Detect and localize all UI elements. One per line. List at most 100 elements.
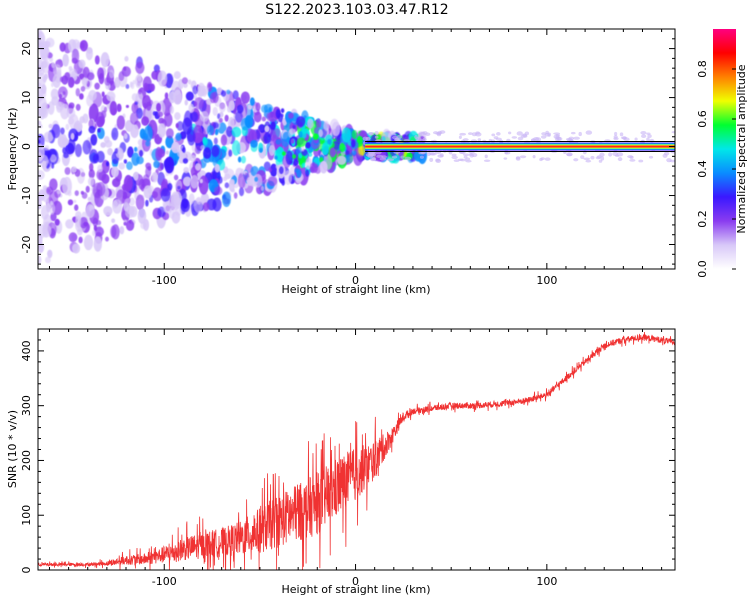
spectrogram-blob xyxy=(222,176,228,182)
spectrogram-blob xyxy=(268,144,276,156)
spectrogram-blob xyxy=(224,114,229,122)
spectrogram-blob xyxy=(129,81,133,88)
spectrogram-blob xyxy=(171,141,180,154)
spectrogram-blob xyxy=(199,111,209,122)
spectrogram-blob xyxy=(125,220,135,231)
spectrogram-blob xyxy=(629,158,636,162)
spectrogram-blob xyxy=(573,158,579,162)
spectrogram-blob xyxy=(190,166,198,178)
spectrogram-blob xyxy=(157,70,168,87)
spectrogram-blob xyxy=(125,104,130,109)
spectrogram-blob xyxy=(156,102,162,112)
spectrogram-blob xyxy=(293,159,299,167)
x-tick-label: 100 xyxy=(536,274,557,287)
spectrogram-blob xyxy=(555,137,560,142)
spectrogram-blob xyxy=(453,159,460,162)
spectrogram-blob xyxy=(62,91,66,96)
spectrogram-blob xyxy=(585,130,593,135)
spectrogram-blob xyxy=(437,154,444,158)
spectrogram-blob xyxy=(47,250,52,257)
spectrogram-blob xyxy=(182,158,189,164)
spectrogram-blob xyxy=(64,72,71,81)
spectrogram-blob xyxy=(236,104,244,114)
spectrogram-blob xyxy=(287,129,293,138)
spectrogram-blob xyxy=(85,204,95,219)
spectrogram-blob xyxy=(218,117,223,123)
spectrogram-blob xyxy=(459,158,467,162)
spectrogram-blob xyxy=(78,59,86,69)
spectrogram-blob xyxy=(202,136,207,145)
spectrogram-blob xyxy=(72,39,80,49)
spectrogram-blob xyxy=(163,112,173,127)
x-tick-label: -100 xyxy=(152,575,177,588)
spectrogram-blob xyxy=(112,178,121,188)
spectrogram-blob xyxy=(595,156,601,160)
spectrogram-blob xyxy=(163,201,173,214)
spectrogram-blob xyxy=(428,151,436,156)
spectrogram-blobs xyxy=(38,29,675,264)
spectrogram-blob xyxy=(396,134,402,140)
colorbar-label: Normalized spectral amplitude xyxy=(735,64,748,233)
spectrogram-blob xyxy=(130,124,139,139)
spectrogram-blob xyxy=(240,117,250,131)
spectrogram-blob xyxy=(94,82,100,90)
spectrogram-blob xyxy=(640,130,647,135)
spectrogram-blob xyxy=(52,64,62,77)
spectrogram-blob xyxy=(301,162,306,168)
spectrogram-blob xyxy=(336,155,347,166)
spectrogram-blob xyxy=(97,164,103,173)
spectrogram-blob xyxy=(255,102,261,112)
spectrogram-blob xyxy=(87,177,95,186)
spectrogram-blob xyxy=(54,218,60,226)
spectrogram-blob xyxy=(226,126,233,138)
spectrogram-blob xyxy=(87,197,92,202)
spectrogram-blob xyxy=(44,145,50,152)
spectrogram-blob xyxy=(516,131,523,136)
spectrogram-blob xyxy=(142,174,151,188)
spectrogram-blob xyxy=(187,129,196,146)
spectrogram-blob xyxy=(374,150,382,155)
spectrogram-blob xyxy=(563,151,567,155)
y-tick-label: 0 xyxy=(20,567,33,574)
spectrogram-blob xyxy=(107,148,113,156)
spectrogram-blob xyxy=(133,171,139,181)
spectrogram-blob xyxy=(116,103,122,113)
spectrogram-blob xyxy=(38,34,42,42)
spectrogram-blob xyxy=(173,89,183,105)
spectrogram-blob xyxy=(168,91,176,104)
spectrogram-blob xyxy=(471,132,477,137)
spectrogram-blob xyxy=(106,91,116,102)
spectrogram-blob xyxy=(553,132,561,135)
x-tick-label: 0 xyxy=(352,274,359,287)
spectrogram-blob xyxy=(600,156,605,161)
spectrogram-blob xyxy=(71,166,77,173)
spectrogram-blob xyxy=(63,152,69,159)
spectrogram-blob xyxy=(143,185,153,199)
spectrogram-blob xyxy=(67,199,74,206)
y-tick-label: 100 xyxy=(20,505,33,526)
spectrogram-blob xyxy=(209,92,217,104)
spectrogram-blob xyxy=(146,101,152,111)
spectrogram-blob xyxy=(422,137,427,142)
spectrogram-blob xyxy=(240,91,250,104)
spectrogram-blob xyxy=(160,187,171,202)
spectrogram-blob xyxy=(202,202,210,212)
spectrogram-blob xyxy=(313,127,320,135)
spectrogram-blob xyxy=(137,208,147,224)
spectrogram-blob xyxy=(181,147,186,154)
spectrogram-blob xyxy=(165,128,174,139)
snr-y-ticks: 0 100 200 300 400 xyxy=(20,328,675,574)
colorbar: 0.0 0.2 0.4 0.6 0.8 Normalized spectral ampl… xyxy=(696,29,748,278)
spectrogram-blob xyxy=(507,131,512,135)
spectrogram-blob xyxy=(38,170,45,181)
spectrogram-blob xyxy=(524,131,530,136)
spectrogram-blob xyxy=(52,74,61,89)
spectrogram-blob xyxy=(123,201,130,212)
spectrogram-blob xyxy=(608,152,613,157)
snr-x-ticks: -100 0 100 xyxy=(48,329,663,588)
spectrogram-blob xyxy=(157,111,164,118)
spectrogram-blob xyxy=(127,146,134,158)
spectrogram-x-label: Height of straight line (km) xyxy=(281,283,430,296)
spectrogram-blob xyxy=(305,169,310,177)
spectrogram-blob xyxy=(85,185,90,193)
